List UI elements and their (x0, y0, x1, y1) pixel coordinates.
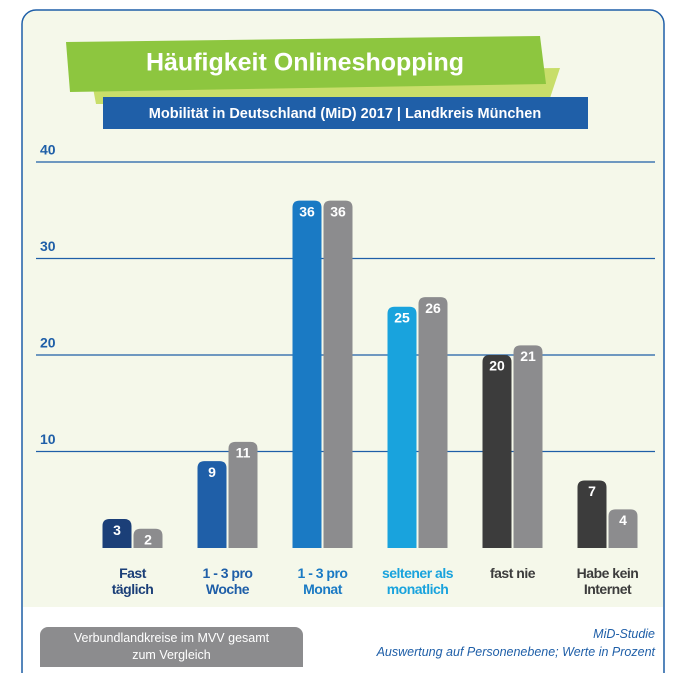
chart-title: Häufigkeit Onlineshopping (146, 49, 464, 77)
bar (418, 297, 448, 548)
bar (513, 345, 543, 548)
bar (197, 461, 227, 548)
value-label: 9 (208, 464, 216, 480)
x-tick-label: 1 - 3 pro Woche (202, 565, 253, 597)
bar (228, 441, 258, 548)
value-label: 36 (330, 203, 346, 219)
x-tick-label: fast nie (489, 565, 536, 581)
value-label: 36 (299, 203, 315, 219)
bar (482, 355, 512, 548)
x-tick-label: seltener als monatlich (381, 565, 454, 597)
value-label: 3 (113, 522, 121, 538)
y-tick-label: 40 (40, 142, 56, 158)
value-label: 11 (236, 445, 251, 461)
value-label: 26 (425, 300, 441, 316)
value-label: 20 (489, 358, 505, 374)
bar (577, 480, 607, 548)
bar (387, 306, 417, 548)
value-label: 21 (520, 348, 536, 364)
note: Auswertung auf Personenebene; Werte in P… (376, 645, 655, 659)
bar (608, 509, 638, 548)
chart-subtitle: Mobilität in Deutschland (MiD) 2017 | La… (149, 106, 541, 122)
value-label: 2 (144, 531, 152, 547)
bar (323, 200, 353, 548)
value-label: 7 (588, 483, 596, 499)
source: MiD-Studie (593, 627, 655, 641)
x-tick-label: Habe kein Internet (576, 565, 639, 597)
y-tick-label: 30 (40, 238, 56, 254)
bar (133, 528, 163, 548)
y-tick-label: 10 (40, 431, 56, 447)
x-tick-label: 1 - 3 pro Monat (297, 565, 348, 597)
y-tick-label: 20 (40, 335, 56, 351)
bar (292, 200, 322, 548)
value-label: 25 (394, 309, 410, 325)
banner (66, 36, 546, 92)
bar (102, 519, 132, 548)
value-label: 4 (619, 512, 627, 528)
legend-item: Verbundlandkreise im MVV gesamt zum Verg… (40, 627, 303, 667)
x-tick-label: Fast täglich (111, 565, 154, 597)
subtitle-box (103, 97, 588, 129)
